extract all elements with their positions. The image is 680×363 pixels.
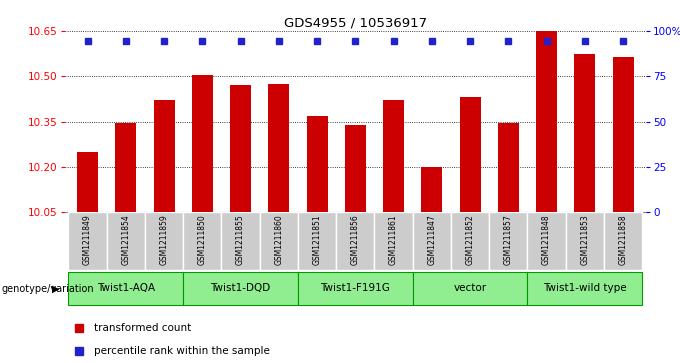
Bar xyxy=(77,152,98,212)
Text: GSM1211847: GSM1211847 xyxy=(427,214,437,265)
Bar xyxy=(230,85,251,212)
Text: GSM1211850: GSM1211850 xyxy=(198,214,207,265)
Text: GSM1211854: GSM1211854 xyxy=(121,214,131,265)
Text: percentile rank within the sample: percentile rank within the sample xyxy=(94,346,269,356)
Text: GSM1211855: GSM1211855 xyxy=(236,214,245,265)
Bar xyxy=(183,212,222,270)
Bar xyxy=(413,212,451,270)
Bar xyxy=(528,212,566,270)
Text: GSM1211859: GSM1211859 xyxy=(160,214,169,265)
Bar xyxy=(107,212,145,270)
Bar xyxy=(536,29,557,212)
Bar xyxy=(613,57,634,212)
Bar xyxy=(566,212,604,270)
Bar xyxy=(575,54,595,212)
Text: GSM1211848: GSM1211848 xyxy=(542,214,551,265)
Title: GDS4955 / 10536917: GDS4955 / 10536917 xyxy=(284,17,427,30)
Text: genotype/variation: genotype/variation xyxy=(1,284,94,294)
Bar xyxy=(192,75,213,212)
Bar xyxy=(604,212,642,270)
Bar xyxy=(498,123,519,212)
Bar xyxy=(307,115,328,212)
Bar xyxy=(298,272,413,305)
Text: GSM1211849: GSM1211849 xyxy=(83,214,92,265)
Bar xyxy=(298,212,336,270)
Bar xyxy=(489,212,528,270)
Text: GSM1211860: GSM1211860 xyxy=(274,214,284,265)
Text: GSM1211853: GSM1211853 xyxy=(580,214,590,265)
Text: transformed count: transformed count xyxy=(94,323,191,333)
Bar xyxy=(345,125,366,212)
Text: ▶: ▶ xyxy=(52,284,60,294)
Bar xyxy=(154,101,175,212)
Bar xyxy=(375,212,413,270)
Bar xyxy=(336,212,375,270)
Text: GSM1211856: GSM1211856 xyxy=(351,214,360,265)
Bar xyxy=(383,101,404,212)
Bar xyxy=(422,167,442,212)
Text: GSM1211851: GSM1211851 xyxy=(313,214,322,265)
Text: Twist1-wild type: Twist1-wild type xyxy=(543,283,626,293)
Bar xyxy=(451,212,489,270)
Text: GSM1211858: GSM1211858 xyxy=(619,214,628,265)
Bar xyxy=(460,97,481,212)
Bar xyxy=(528,272,642,305)
Text: vector: vector xyxy=(454,283,487,293)
Bar xyxy=(145,212,183,270)
Text: Twist1-AQA: Twist1-AQA xyxy=(97,283,155,293)
Bar xyxy=(260,212,298,270)
Bar xyxy=(413,272,528,305)
Text: GSM1211852: GSM1211852 xyxy=(466,214,475,265)
Text: Twist1-DQD: Twist1-DQD xyxy=(210,283,271,293)
Bar xyxy=(69,212,107,270)
Text: Twist1-F191G: Twist1-F191G xyxy=(320,283,390,293)
Text: GSM1211861: GSM1211861 xyxy=(389,214,398,265)
Bar xyxy=(222,212,260,270)
Bar xyxy=(69,272,183,305)
Bar xyxy=(116,123,136,212)
Bar xyxy=(269,84,289,212)
Bar xyxy=(183,272,298,305)
Text: GSM1211857: GSM1211857 xyxy=(504,214,513,265)
